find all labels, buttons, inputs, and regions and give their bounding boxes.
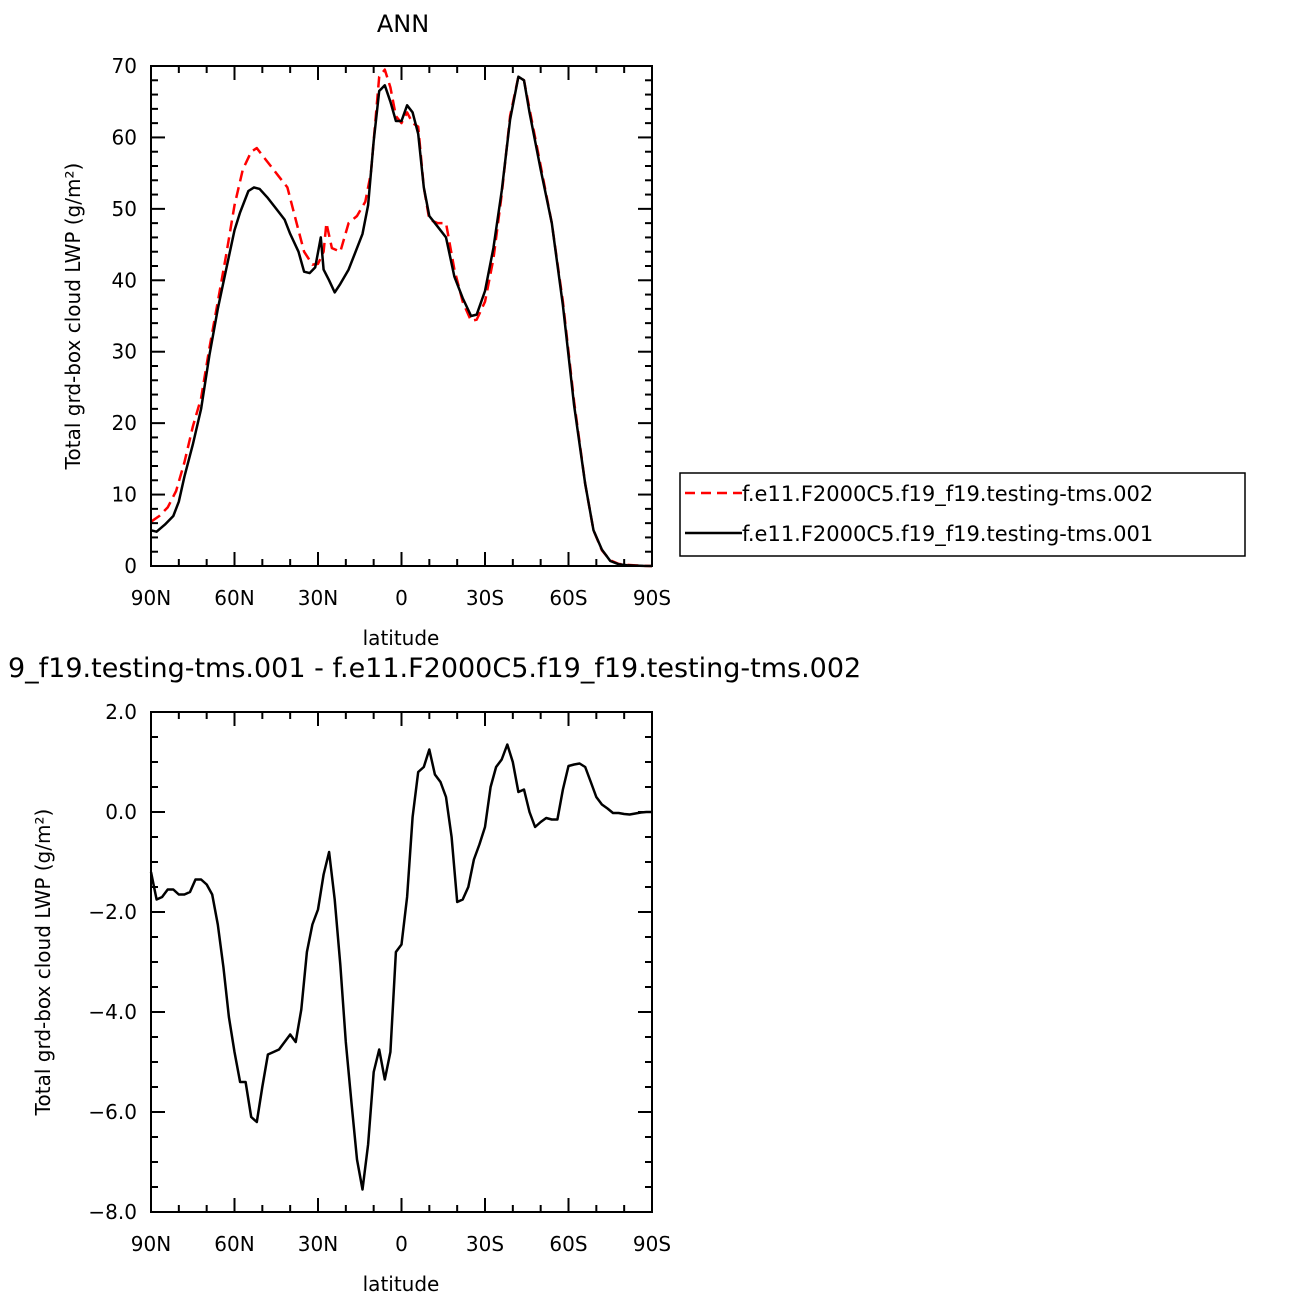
- top-plot-content: [150, 68, 653, 568]
- bottom-x-tick-label: 90S: [633, 1232, 671, 1256]
- top-x-tick-label: 90S: [633, 586, 671, 610]
- bottom-y-axis-label: Total grd-box cloud LWP (g/m²): [31, 809, 55, 1117]
- top-y-tick-label: 40: [112, 268, 137, 292]
- top-plot-frame: [150, 65, 653, 567]
- bottom-y-tick-label: −6.0: [88, 1100, 137, 1124]
- top-series-line-0: [150, 68, 653, 568]
- bottom-x-tick-label: 30S: [466, 1232, 504, 1256]
- bottom-ticks: 90N 60N 30N 0 30S 60S 90S 2.0 0.0 −2.0 −4.0 −6.0 −8.…: [88, 700, 671, 1256]
- top-y-axis-label: Total grd-box cloud LWP (g/m²): [61, 163, 85, 471]
- legend-box: [679, 472, 1246, 557]
- top-x-tick-label: 0: [395, 586, 408, 610]
- bottom-y-tick-label: 0.0: [105, 800, 137, 824]
- bottom-x-tick-label: 30N: [298, 1232, 338, 1256]
- top-y-tick-label: 30: [112, 340, 137, 364]
- top-y-tick-label: 0: [124, 554, 137, 578]
- top-y-tick-label: 60: [112, 125, 137, 149]
- legend: f.e11.F2000C5.f19_f19.testing-tms.002 f.…: [679, 472, 1246, 557]
- top-x-tick-label: 30N: [298, 586, 338, 610]
- top-x-tick-label: 60S: [549, 586, 587, 610]
- top-chart-title: ANN: [377, 10, 429, 38]
- bottom-plot-content: [149, 743, 652, 1191]
- top-y-tick-label: 20: [112, 411, 137, 435]
- top-panel: ANN 90N 60N 30N 0 30S 60S 90S 0 10 20 30 40 50 60 70 l…: [61, 10, 1246, 650]
- top-x-tick-label: 90N: [131, 586, 171, 610]
- bottom-panel: 9_f19.testing-tms.001 - f.e11.F2000C5.f1…: [8, 653, 861, 1296]
- bottom-chart-title: 9_f19.testing-tms.001 - f.e11.F2000C5.f1…: [8, 653, 861, 684]
- top-x-axis-label: latitude: [363, 626, 440, 650]
- legend-label-series-002: f.e11.F2000C5.f19_f19.testing-tms.002: [742, 482, 1153, 507]
- bottom-x-tick-label: 90N: [131, 1232, 171, 1256]
- top-ticks: 90N 60N 30N 0 30S 60S 90S 0 10 20 30 40 50 60 70: [112, 54, 672, 610]
- bottom-y-tick-label: −8.0: [88, 1200, 137, 1224]
- bottom-plot-frame: [150, 711, 653, 1213]
- bottom-y-tick-label: −2.0: [88, 900, 137, 924]
- bottom-x-tick-label: 60S: [549, 1232, 587, 1256]
- top-x-tick-label: 30S: [466, 586, 504, 610]
- bottom-x-tick-label: 0: [395, 1232, 408, 1256]
- bottom-x-axis-label: latitude: [363, 1272, 440, 1296]
- bottom-y-tick-label: −4.0: [88, 1000, 137, 1024]
- top-x-tick-label: 60N: [214, 586, 254, 610]
- top-series-line-1: [150, 75, 653, 568]
- legend-label-series-001: f.e11.F2000C5.f19_f19.testing-tms.001: [742, 522, 1153, 547]
- top-y-tick-label: 70: [112, 54, 137, 78]
- bottom-series-line-0: [149, 743, 652, 1191]
- top-y-tick-label: 50: [112, 197, 137, 221]
- top-y-tick-label: 10: [112, 483, 137, 507]
- bottom-x-tick-label: 60N: [214, 1232, 254, 1256]
- bottom-y-tick-label: 2.0: [105, 700, 137, 724]
